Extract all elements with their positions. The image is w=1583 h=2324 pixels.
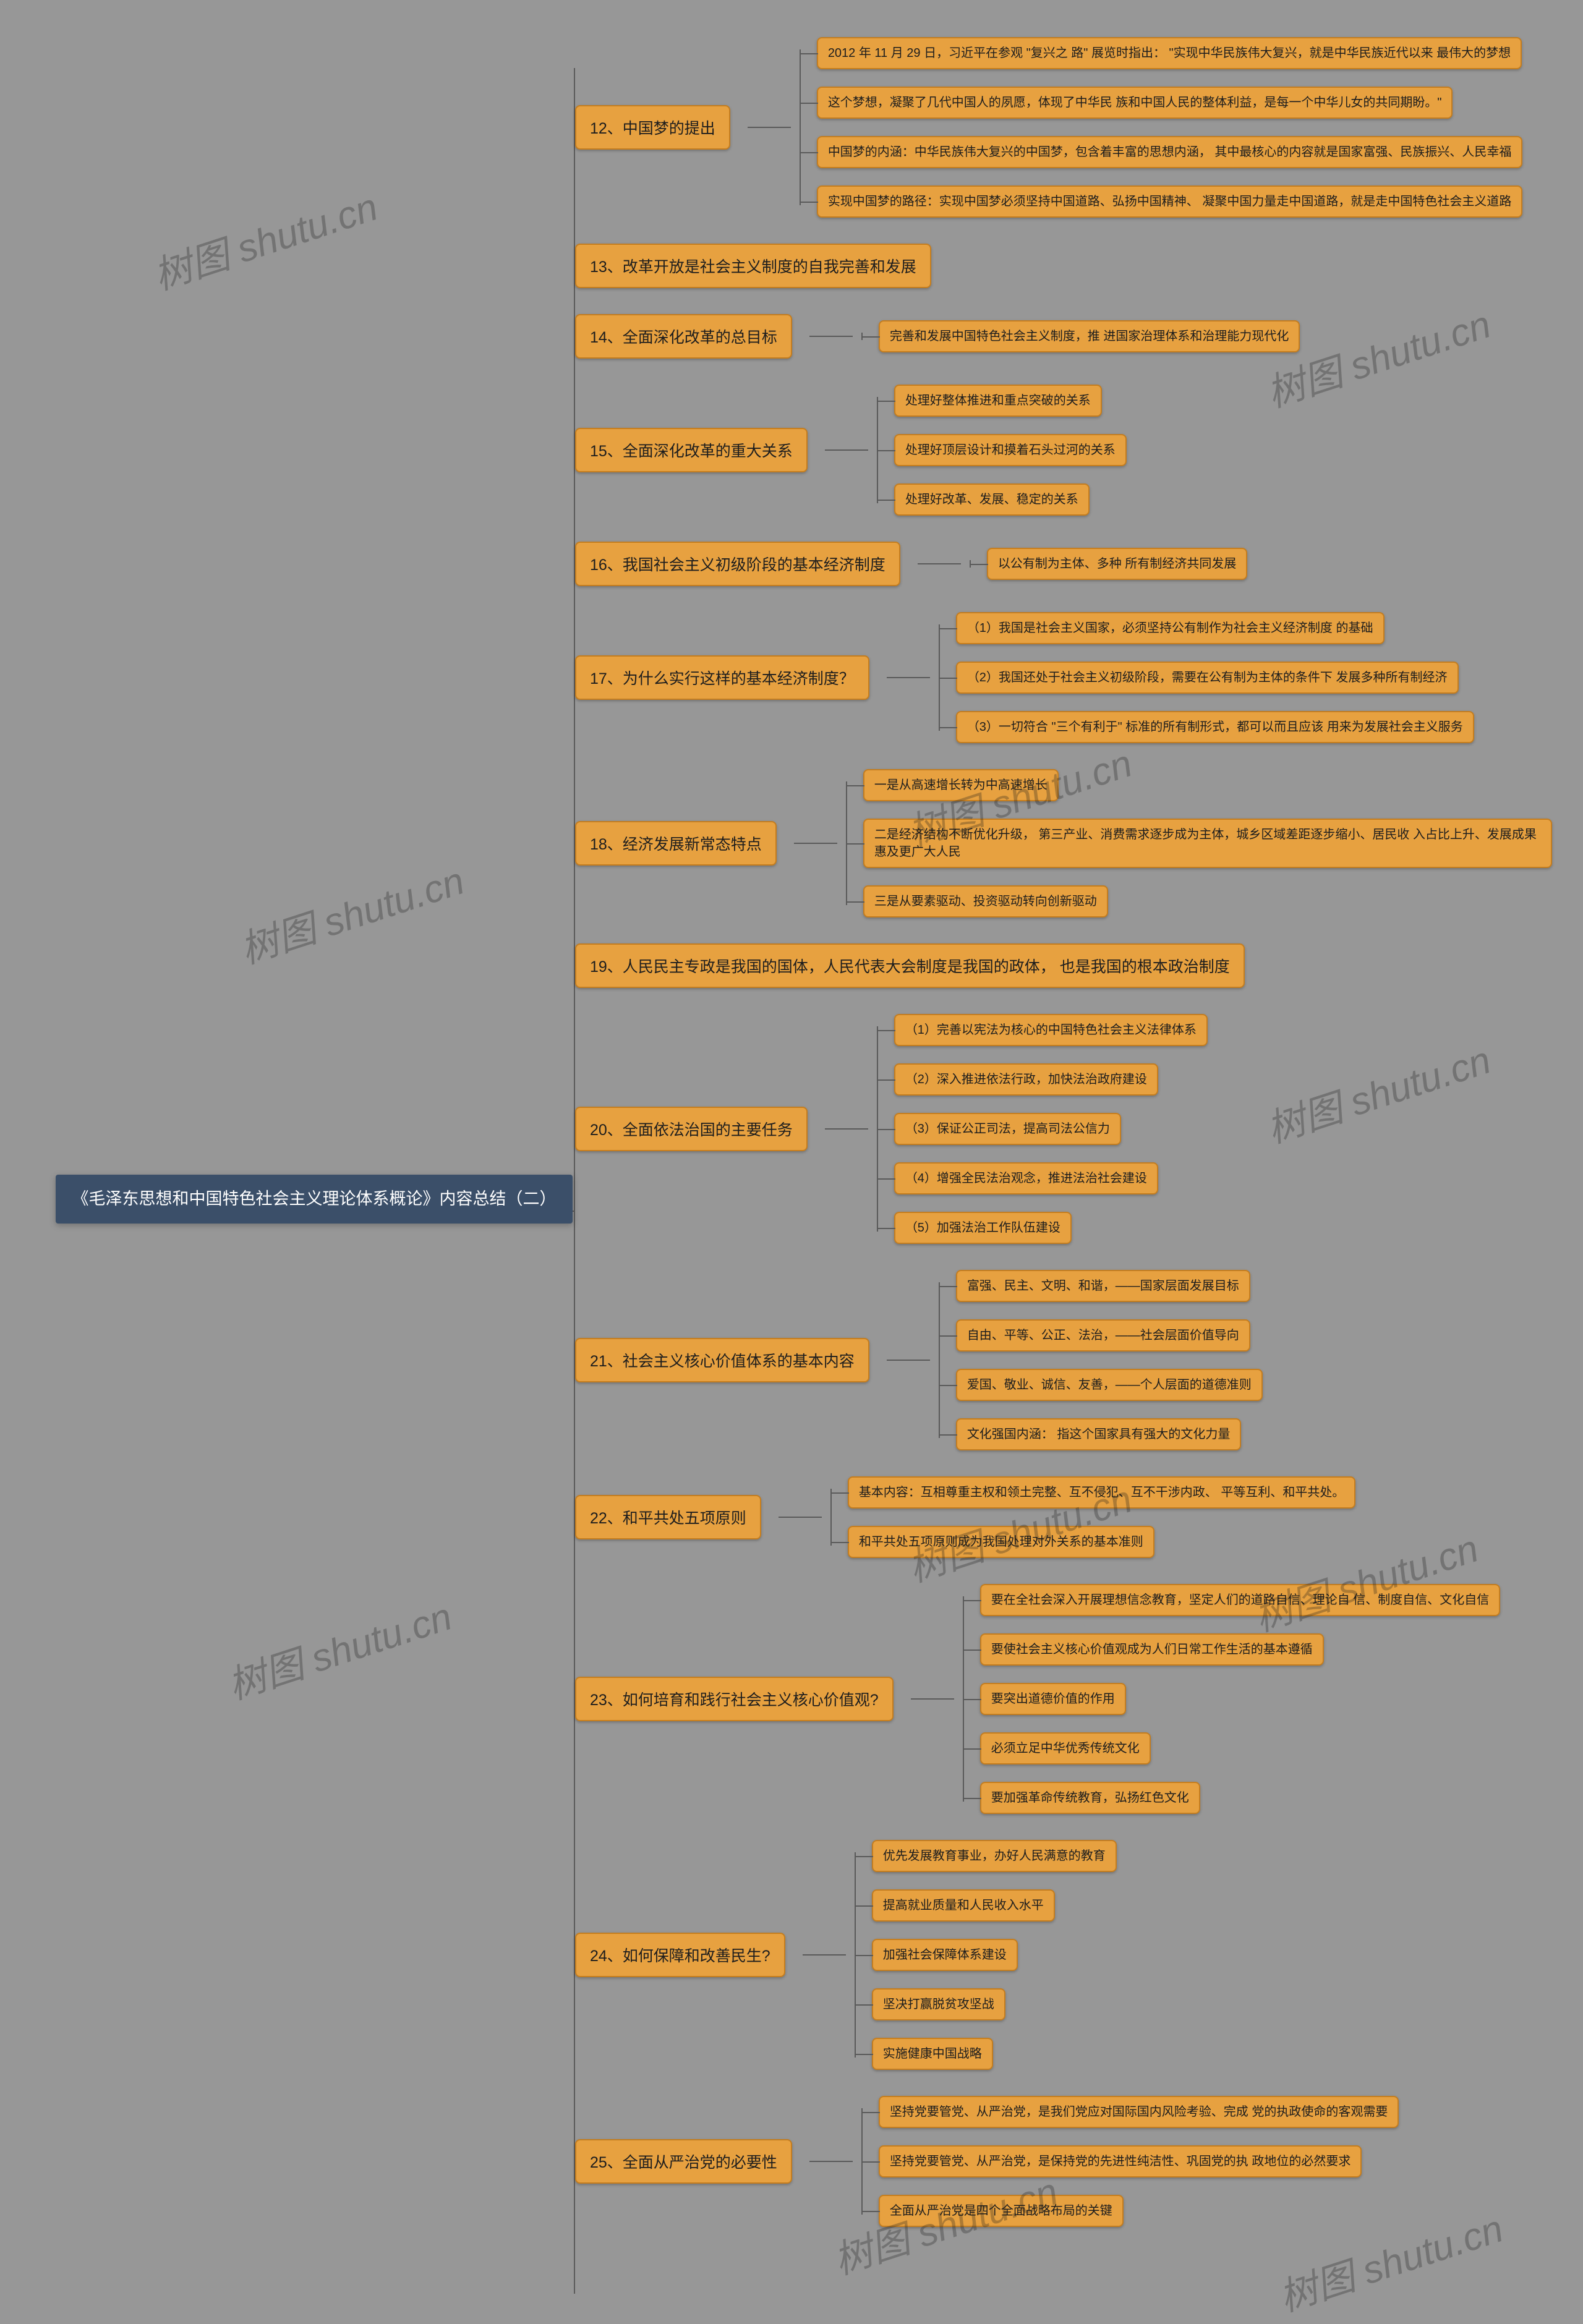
children-group: 处理好整体推进和重点突破的关系处理好顶层设计和摸着石头过河的关系处理好改革、发展… [885,385,1127,516]
level2-node: 和平共处五项原则成为我国处理对外关系的基本准则 [848,1526,1154,1558]
connector [825,449,868,451]
branch-column: 12、中国梦的提出 2012 年 11 月 29 日，习近平在参观 "复兴之 路"… [575,37,1552,2227]
mindmap-canvas: 《毛泽东思想和中国特色社会主义理论体系概论》内容总结（二） 12、中国梦的提出 2… [0,0,1583,2324]
level2-node: 完善和发展中国特色社会主义制度，推 进国家治理体系和治理能力现代化 [879,320,1300,352]
connector [779,1517,822,1518]
level2-node: 实施健康中国战略 [872,2038,993,2070]
level2-node: 要使社会主义核心价值观成为人们日常工作生活的基本遵循 [980,1633,1324,1666]
connector [825,1128,868,1130]
level2-node: （3）保证公正司法，提高司法公信力 [894,1113,1121,1145]
level1-node: 20、全面依法治国的主要任务 [575,1107,808,1151]
connector [809,2161,853,2162]
children-group: 一是从高速增长转为中高速增长二是经济结构不断优化升级， 第三产业、消费需求逐步成… [855,769,1552,917]
level2-node: 坚持党要管党、从严治党，是我们党应对国际国内风险考验、完成 党的执政使命的客观需… [879,2096,1399,2128]
level1-node: 13、改革开放是社会主义制度的自我完善和发展 [575,244,931,288]
level1-node: 12、中国梦的提出 [575,105,730,150]
level2-node: 必须立足中华优秀传统文化 [980,1732,1151,1764]
connector [794,843,837,844]
level1-node: 17、为什么实行这样的基本经济制度？ [575,655,869,700]
level1-node: 24、如何保障和改善民生? [575,1933,785,1977]
children-group: 基本内容：互相尊重主权和领土完整、互不侵犯、互不干涉内政、 平等互利、和平共处。… [839,1476,1356,1558]
level2-node: 全面从严治党是四个全面战略布局的关键 [879,2195,1124,2227]
children-group: （1）我国是社会主义国家，必须坚持公有制作为社会主义经济制度 的基础 （2）我国还… [947,612,1474,743]
level2-node: 以公有制为主体、多种 所有制经济共同发展 [987,548,1248,580]
level2-node: 处理好整体推进和重点突破的关系 [894,385,1102,417]
connector [887,677,930,678]
level2-node: 基本内容：互相尊重主权和领土完整、互不侵犯、互不干涉内政、 平等互利、和平共处。 [848,1476,1356,1509]
level2-node: （5）加强法治工作队伍建设 [894,1212,1072,1244]
children-group: （1）完善以宪法为核心的中国特色社会主义法律体系 （2）深入推进依法行政，加快法治… [885,1014,1208,1244]
children-group: 优先发展教育事业，办好人民满意的教育提高就业质量和人民收入水平加强社会保障体系建… [863,1840,1117,2070]
children-group: 富强、民主、文明、和谐，——国家层面发展目标自由、平等、公正、法治，——社会层面… [947,1270,1263,1450]
connector [918,563,961,564]
branch-row: 18、经济发展新常态特点 一是从高速增长转为中高速增长二是经济结构不断优化升级， … [575,769,1552,917]
branch-row: 21、社会主义核心价值体系的基本内容 富强、民主、文明、和谐，——国家层面发展目标… [575,1270,1552,1450]
level2-node: （2）我国还处于社会主义初级阶段，需要在公有制为主体的条件下 发展多种所有制经济 [956,662,1459,694]
level2-node: （1）我国是社会主义国家，必须坚持公有制作为社会主义经济制度 的基础 [956,612,1385,644]
branch-row: 22、和平共处五项原则 基本内容：互相尊重主权和领土完整、互不侵犯、互不干涉内政、… [575,1476,1552,1558]
root-node: 《毛泽东思想和中国特色社会主义理论体系概论》内容总结（二） [56,1175,573,1224]
level2-node: 处理好顶层设计和摸着石头过河的关系 [894,434,1127,466]
level1-node: 23、如何培育和践行社会主义核心价值观? [575,1677,894,1721]
branch-row: 19、人民民主专政是我国的国体，人民代表大会制度是我国的政体， 也是我国的根本政… [575,943,1552,988]
branch-row: 16、我国社会主义初级阶段的基本经济制度 以公有制为主体、多种 所有制经济共同发展 [575,542,1552,586]
level1-node: 16、我国社会主义初级阶段的基本经济制度 [575,542,900,586]
connector [911,1698,954,1700]
level1-node: 15、全面深化改革的重大关系 [575,428,808,472]
connector [803,1954,846,1956]
level2-node: （3）一切符合 "三个有利于" 标准的所有制形式，都可以而且应该 用来为发展社会… [956,711,1474,743]
level2-node: 要在全社会深入开展理想信念教育，坚定人们的道路自信、理论自 信、制度自信、文化自… [980,1584,1501,1616]
level2-node: 一是从高速增长转为中高速增长 [863,769,1059,801]
branch-row: 14、全面深化改革的总目标 完善和发展中国特色社会主义制度，推 进国家治理体系和治… [575,314,1552,359]
children-group: 要在全社会深入开展理想信念教育，坚定人们的道路自信、理论自 信、制度自信、文化自… [971,1584,1501,1814]
level2-node: 实现中国梦的路径：实现中国梦必须坚持中国道路、弘扬中国精神、 凝聚中国力量走中国… [817,185,1523,218]
level1-node: 19、人民民主专政是我国的国体，人民代表大会制度是我国的政体， 也是我国的根本政… [575,943,1245,988]
connector [887,1360,930,1361]
branch-row: 12、中国梦的提出 2012 年 11 月 29 日，习近平在参观 "复兴之 路"… [575,37,1552,218]
level1-node: 18、经济发展新常态特点 [575,821,777,866]
level2-node: 富强、民主、文明、和谐，——国家层面发展目标 [956,1270,1250,1302]
level2-node: 要加强革命传统教育，弘扬红色文化 [980,1782,1200,1814]
children-group: 2012 年 11 月 29 日，习近平在参观 "复兴之 路" 展览时指出： "… [808,37,1523,218]
connector [748,127,791,128]
level2-node: 处理好改革、发展、稳定的关系 [894,483,1090,516]
level2-node: 自由、平等、公正、法治，——社会层面价值导向 [956,1319,1250,1351]
level2-node: 2012 年 11 月 29 日，习近平在参观 "复兴之 路" 展览时指出： "… [817,37,1522,69]
level2-node: 爱国、敬业、诚信、友善，——个人层面的道德准则 [956,1369,1263,1401]
connector [809,336,853,337]
level2-node: 优先发展教育事业，办好人民满意的教育 [872,1840,1117,1872]
level2-node: 要突出道德价值的作用 [980,1683,1126,1715]
level2-node: 中国梦的内涵：中华民族伟大复兴的中国梦，包含着丰富的思想内涵， 其中最核心的内容… [817,136,1523,168]
level2-node: 三是从要素驱动、投资驱动转向创新驱动 [863,885,1108,917]
level2-node: 文化强国内涵： 指这个国家具有强大的文化力量 [956,1418,1242,1450]
level2-node: （4）增强全民法治观念，推进法治社会建设 [894,1162,1158,1194]
level2-node: 提高就业质量和人民收入水平 [872,1889,1055,1922]
level2-node: 坚持党要管党、从严治党，是保持党的先进性纯洁性、巩固党的执 政地位的必然要求 [879,2145,1362,2177]
level1-node: 22、和平共处五项原则 [575,1495,761,1539]
level2-node: 加强社会保障体系建设 [872,1939,1018,1971]
branch-row: 13、改革开放是社会主义制度的自我完善和发展 [575,244,1552,288]
level2-node: （1）完善以宪法为核心的中国特色社会主义法律体系 [894,1014,1208,1046]
level1-node: 25、全面从严治党的必要性 [575,2139,792,2184]
branch-row: 20、全面依法治国的主要任务 （1）完善以宪法为核心的中国特色社会主义法律体系 （2… [575,1014,1552,1244]
level2-node: 这个梦想，凝聚了几代中国人的夙愿，体现了中华民 族和中国人民的整体利益，是每一个… [817,87,1453,119]
level1-node: 21、社会主义核心价值体系的基本内容 [575,1338,869,1382]
children-group: 坚持党要管党、从严治党，是我们党应对国际国内风险考验、完成 党的执政使命的客观需… [870,2096,1399,2227]
branch-row: 24、如何保障和改善民生? 优先发展教育事业，办好人民满意的教育提高就业质量和人民… [575,1840,1552,2070]
branch-row: 15、全面深化改革的重大关系 处理好整体推进和重点突破的关系处理好顶层设计和摸着石… [575,385,1552,516]
level1-node: 14、全面深化改革的总目标 [575,314,792,359]
level2-node: 坚决打赢脱贫攻坚战 [872,1988,1005,2020]
level2-node: （2）深入推进依法行政，加快法治政府建设 [894,1063,1158,1096]
branch-row: 25、全面从严治党的必要性 坚持党要管党、从严治党，是我们党应对国际国内风险考验、… [575,2096,1552,2227]
level2-node: 二是经济结构不断优化升级， 第三产业、消费需求逐步成为主体，城乡区域差距逐步缩小… [863,819,1552,868]
children-group: 完善和发展中国特色社会主义制度，推 进国家治理体系和治理能力现代化 [870,320,1300,352]
branch-row: 23、如何培育和践行社会主义核心价值观? 要在全社会深入开展理想信念教育，坚定人们… [575,1584,1552,1814]
branch-row: 17、为什么实行这样的基本经济制度？ （1）我国是社会主义国家，必须坚持公有制作为… [575,612,1552,743]
children-group: 以公有制为主体、多种 所有制经济共同发展 [978,548,1248,580]
